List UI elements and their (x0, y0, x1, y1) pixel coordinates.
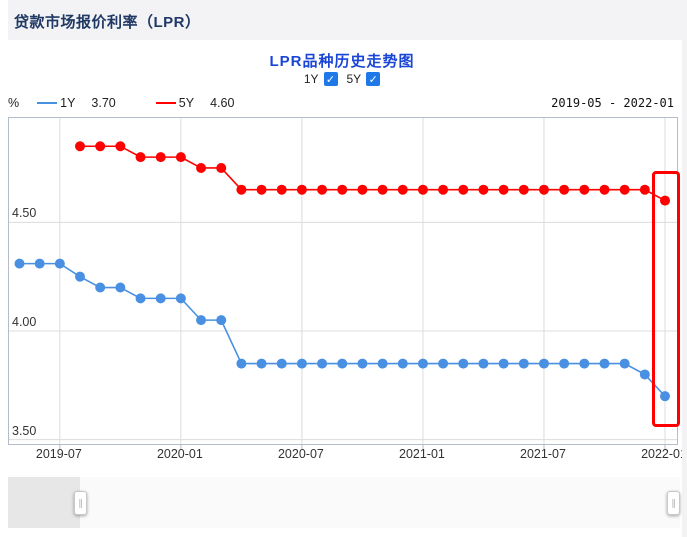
line-chart-svg (9, 118, 677, 449)
slider-unselected-segment (8, 477, 80, 528)
check-icon: ✓ (325, 73, 336, 86)
chart-title: LPR品种历史走势图 (269, 53, 415, 70)
slider-handle-left[interactable]: ∥ (74, 491, 87, 515)
toggle-5y-label: 5Y (346, 72, 362, 86)
x-tick-label: 2020-07 (277, 447, 324, 461)
x-tick-labels: 2019-07 2020-01 2020-07 2021-01 2021-07 2022-… (8, 447, 682, 463)
grip-icon: ∥ (671, 497, 676, 508)
y-tick-label: 4.50 (12, 206, 37, 221)
y-tick-label: 4.00 (12, 314, 37, 329)
legend-swatch-5y (155, 102, 176, 104)
time-range-slider[interactable]: ∥ ∥ (8, 477, 680, 528)
legend-row: % 1Y 3.70 5Y 4.60 2019-05 - 2022-01 (8, 96, 676, 114)
x-tick-label: 2021-01 (399, 447, 445, 461)
x-tick-label: 2019-07 (35, 447, 82, 461)
x-tick-label: 2021-07 (520, 447, 566, 461)
x-tick-label: 2022-01 (641, 447, 682, 461)
toggle-5y-checkbox[interactable]: ✓ (366, 72, 381, 86)
toggle-1y: 1Y ✓ (304, 72, 338, 86)
grip-icon: ∥ (78, 497, 83, 508)
legend-swatch-1y (37, 102, 58, 104)
slider-handle-right[interactable]: ∥ (667, 491, 680, 515)
check-icon: ✓ (368, 73, 378, 86)
y-tick-label: 3.50 (12, 423, 37, 438)
legend-name-1y: 1Y (60, 96, 76, 110)
toggle-1y-checkbox[interactable]: ✓ (323, 72, 338, 86)
page-title: 贷款市场报价利率（LPR） (14, 14, 201, 31)
series-toggles: 1Y ✓ 5Y ✓ (2, 72, 682, 86)
chart-card: LPR品种历史走势图 1Y ✓ 5Y ✓ % 1Y 3.70 (2, 40, 682, 537)
x-tick-label: 2020-01 (156, 447, 203, 461)
date-range-label: 2019-05 - 2022-01 (551, 96, 674, 110)
toggle-5y: 5Y ✓ (347, 72, 381, 86)
plot-area: 4.50 4.00 3.50 (8, 117, 678, 449)
right-gutter (682, 0, 687, 537)
y-axis-unit: % (8, 96, 20, 110)
page-header (8, 0, 687, 41)
legend-value-1y: 3.70 (91, 96, 116, 110)
legend-value-5y: 4.60 (210, 96, 235, 110)
legend-name-5y: 5Y (178, 96, 195, 110)
toggle-1y-label: 1Y (303, 72, 319, 86)
